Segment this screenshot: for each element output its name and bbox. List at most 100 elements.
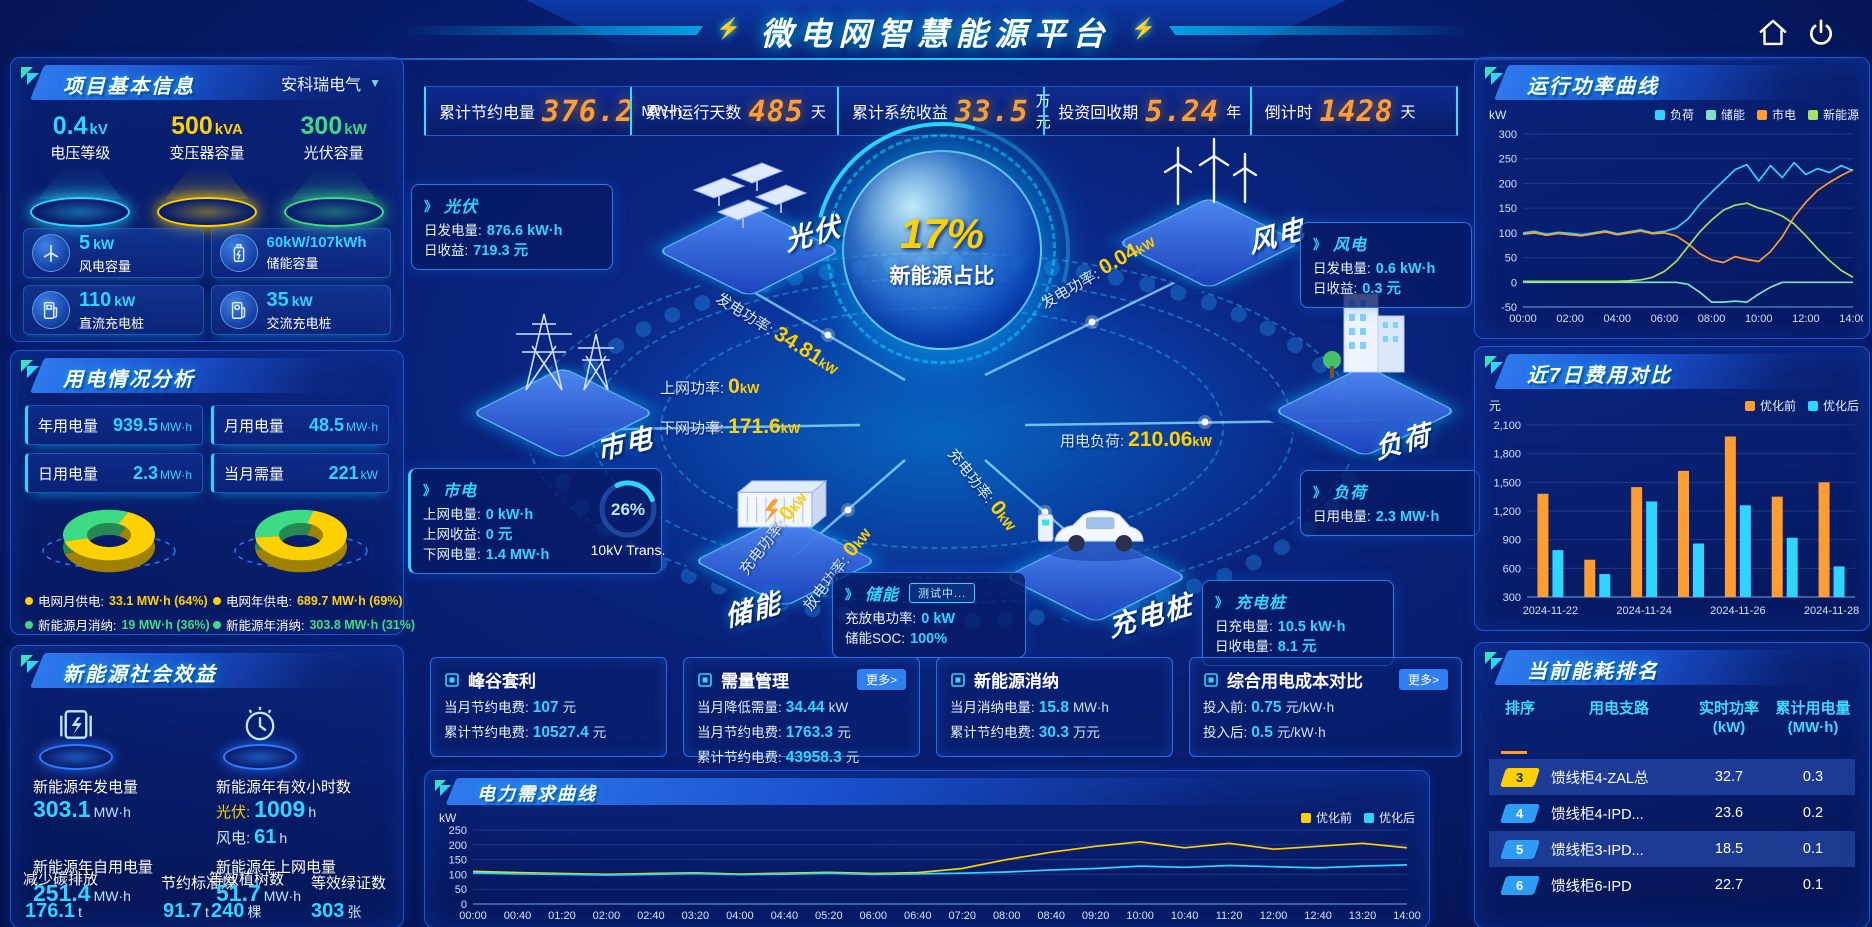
svg-text:06:00: 06:00 xyxy=(1651,313,1679,325)
load-info-box: 》负荷 日用电量: 2.3 MW·h xyxy=(1300,470,1480,536)
capacity-card-text: 5 kW 风电容量 xyxy=(79,232,131,275)
donut-legend-item: 新能源年消纳: 303.8 MW·h (31%) xyxy=(213,615,415,634)
project-info-panel: 项目基本信息 安科瑞电气 ▼ 0.4 kV 电压等级 500 kVA 变压器容量 300 kW… xyxy=(10,57,404,342)
donut-legends: 电网月供电: 33.1 MW·h (64%) 电网年供电: 689.7 MW·h … xyxy=(25,591,415,634)
pod-unit: kV xyxy=(89,121,108,138)
kpi-value: 33.5 xyxy=(954,94,1029,128)
company-selector[interactable]: 安科瑞电气 ▼ xyxy=(281,71,381,95)
legend-swatch xyxy=(1705,109,1716,120)
rank-table-row[interactable]: 5 馈线柜3-IPD... 18.5 0.1 xyxy=(1489,831,1855,867)
export-label: 新能源年上网电量 xyxy=(216,859,337,876)
rank-table-row[interactable]: 3 馈线柜4-ZAL总 32.7 0.3 xyxy=(1489,759,1855,795)
rank-header-cell: 用电支路 xyxy=(1551,699,1687,737)
node-label-storage: 储能 xyxy=(722,587,784,633)
usage-value: 939.5 xyxy=(112,414,158,435)
kpi-value: 1428 xyxy=(1319,94,1394,128)
svg-text:08:00: 08:00 xyxy=(993,910,1021,922)
benefit-unit: 元 xyxy=(592,725,607,740)
legend-swatch xyxy=(1300,812,1311,823)
kpi-label: 倒计时 xyxy=(1264,105,1313,122)
benefit-unit: MW·h xyxy=(1072,700,1109,715)
benefit-value: 34.44 xyxy=(785,699,825,716)
legend-item[interactable]: 市电 xyxy=(1756,106,1796,123)
more-button[interactable]: 更多> xyxy=(856,669,906,690)
legend-item[interactable]: 储能 xyxy=(1705,106,1745,123)
legend-item[interactable]: 优化后 xyxy=(1807,397,1859,414)
more-button[interactable]: 更多> xyxy=(1398,669,1448,690)
run-power-chart: -50 0 50 100 150 200 250 300 00:00 02:00 04:00 06:0… xyxy=(1499,129,1863,325)
legend-item[interactable]: 优化前 xyxy=(1744,397,1796,414)
capacity-card-text: 60kW/107kWh 储能容量 xyxy=(267,234,367,272)
panel-title: 新能源社会效益 xyxy=(63,664,217,686)
page-title: 微电网智慧能源平台 xyxy=(760,16,1112,52)
svg-text:09:20: 09:20 xyxy=(1082,910,1110,922)
rank-badge: 6 xyxy=(1499,875,1541,895)
arrow-icon: 》 xyxy=(423,482,438,498)
svg-text:150: 150 xyxy=(1499,203,1517,215)
header-divider xyxy=(0,58,1872,60)
pv-info-box: 》光伏 日发电量: 876.6 kW·h 日收益: 719.3 元 xyxy=(411,184,613,270)
legend-name: 优化前 xyxy=(1315,811,1352,825)
legend-item[interactable]: 负荷 xyxy=(1654,106,1694,123)
panel-header: 新能源社会效益 xyxy=(17,651,399,691)
svg-text:600: 600 xyxy=(1503,563,1521,575)
rank-header-cell: 排序 xyxy=(1489,699,1551,737)
donut-legend-item: 电网年供电: 689.7 MW·h (69%) xyxy=(213,591,415,610)
legend-item[interactable]: 优化前 xyxy=(1300,809,1352,826)
svg-text:0: 0 xyxy=(1511,277,1517,289)
svg-text:900: 900 xyxy=(1503,535,1521,547)
new-energy-ratio-value: 17% xyxy=(899,210,985,257)
panel-header: 电力需求曲线 xyxy=(431,776,1423,808)
kpi-item: 累计节约电量 376.2 MW·h xyxy=(424,87,681,135)
svg-text:13:20: 13:20 xyxy=(1349,910,1377,922)
kpi-unit: MW·h xyxy=(641,102,682,120)
benefit-value: 15.8 xyxy=(1038,699,1069,716)
gen-label: 新能源年发电量 xyxy=(33,779,139,796)
panel-header: 近7日费用对比 xyxy=(1481,352,1865,392)
chart-legend: 优化前 优化后 xyxy=(1744,397,1859,414)
rank-cell-branch: 馈线柜4-IPD... xyxy=(1551,806,1644,823)
rank-cell-branch: 馈线柜4-ZAL总 xyxy=(1551,770,1649,787)
rank-scroll-indicator xyxy=(1501,751,1527,754)
legend-name: 储能 xyxy=(1720,108,1745,122)
wind-turbine-icon xyxy=(1163,137,1258,206)
usage-unit: MW·h xyxy=(160,467,192,482)
kpi-item: 倒计时 1428 天 xyxy=(1249,87,1456,135)
card-icon xyxy=(950,672,966,688)
usage-stat: 日用电量 2.3 MW·h xyxy=(25,453,203,493)
light-cone-icon xyxy=(38,165,123,199)
rank-table-row[interactable]: 4 馈线柜4-IPD... 23.6 0.2 xyxy=(1489,795,1855,831)
capacity-card-value: 60kW/107kWh xyxy=(267,234,367,252)
title-wing-left xyxy=(396,26,704,35)
svg-text:2024-11-24: 2024-11-24 xyxy=(1616,605,1671,617)
certs-label: 等效绿证数 xyxy=(311,875,387,892)
pod-number: 500 xyxy=(171,112,213,140)
coal-label: 节约标准煤 xyxy=(161,875,237,892)
usage-stats: 年用电量 939.5 MW·h 月用电量 48.5 MW·h 日用电量 2.3 MW·h 当月需量… xyxy=(25,405,389,493)
capacity-unit: kW xyxy=(93,235,115,252)
usage-stat-label: 年用电量 xyxy=(38,417,99,435)
capacity-unit: kW xyxy=(114,292,136,309)
capacity-label: 储能容量 xyxy=(266,256,319,271)
node-grid: 市电 xyxy=(471,313,658,478)
legend-item[interactable]: 优化后 xyxy=(1363,809,1415,826)
svg-text:300: 300 xyxy=(1503,592,1521,604)
export-value: 51.7 MW·h xyxy=(216,880,302,906)
usage-stat-value: 939.5 MW·h xyxy=(113,415,192,436)
kpi-label: 累计节约电量 xyxy=(439,105,536,122)
card-icon xyxy=(697,672,713,688)
panel-corner-icon xyxy=(21,360,39,378)
arrow-icon: 》 xyxy=(1215,594,1230,610)
arrow-icon: 》 xyxy=(1313,484,1328,500)
capacity-pod: 300 kW 光伏容量 xyxy=(274,112,394,227)
rank-table-row[interactable]: 6 馈线柜6-IPD 22.7 0.1 xyxy=(1489,867,1855,903)
storage-info-box: 》储能 测试中... 充放电功率: 0 kW 储能SOC: 100% xyxy=(832,572,1026,658)
legend-dot xyxy=(213,620,221,629)
home-icon[interactable] xyxy=(1756,16,1794,54)
legend-item[interactable]: 新能源 xyxy=(1807,106,1859,123)
svg-text:00:00: 00:00 xyxy=(459,910,487,922)
svg-text:50: 50 xyxy=(1505,253,1517,265)
kpi-unit: 年 xyxy=(1226,103,1242,121)
svg-text:10:00: 10:00 xyxy=(1745,313,1773,325)
power-icon[interactable] xyxy=(1804,16,1842,54)
